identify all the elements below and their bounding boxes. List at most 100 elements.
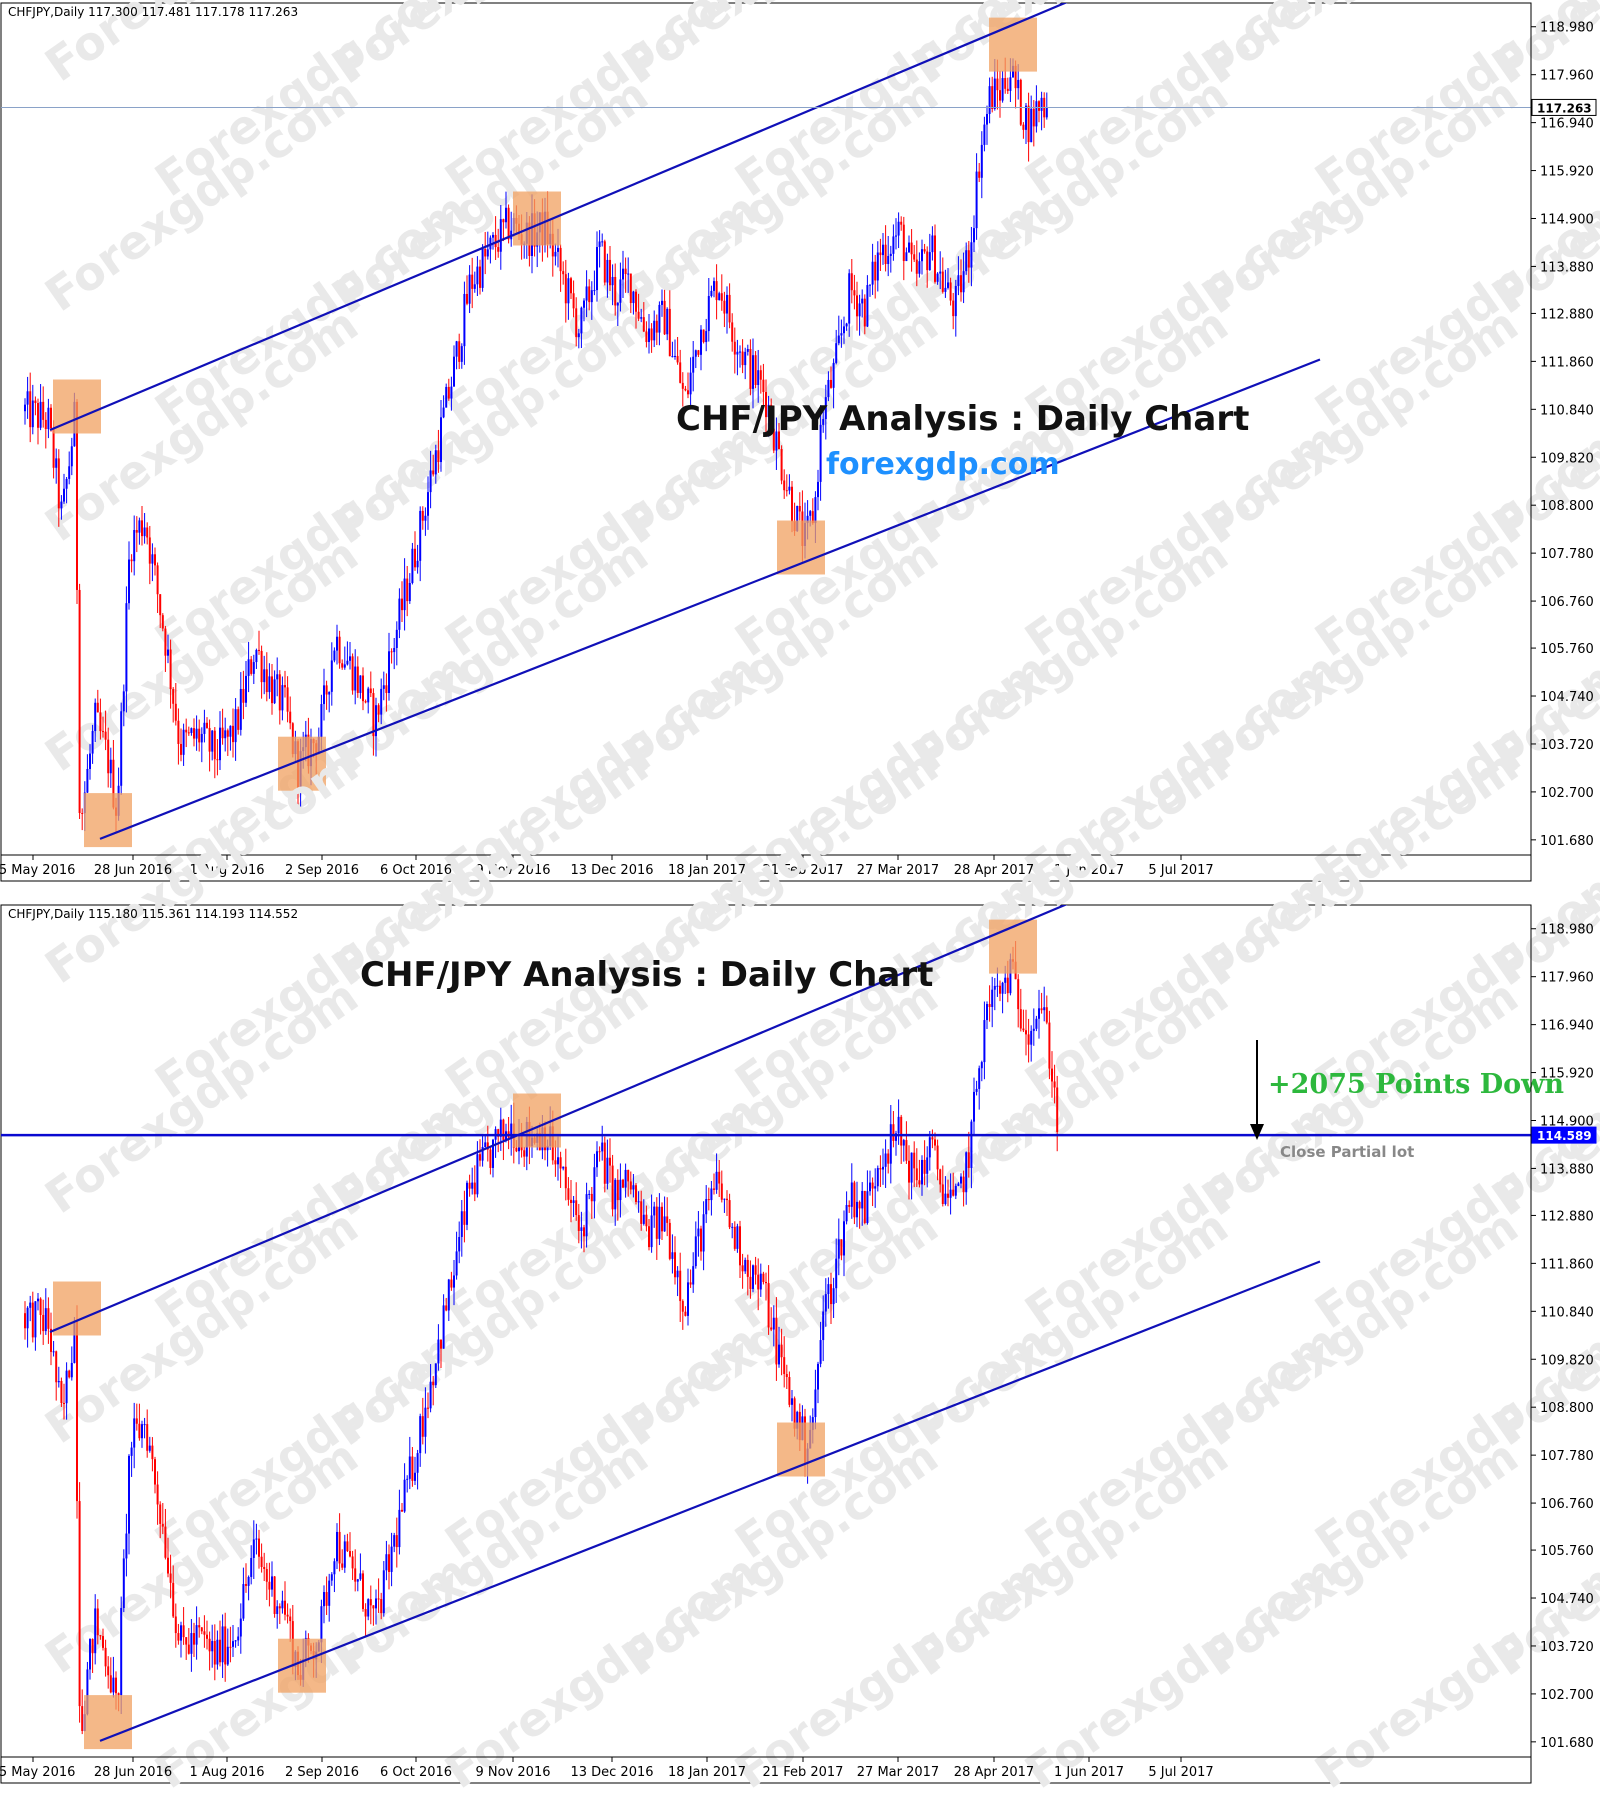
candle-body [156,565,159,595]
candle-body [723,300,726,314]
candle-body [328,1580,331,1606]
candle-body [320,704,323,737]
candle-body [182,1625,185,1638]
candle-body [250,1557,253,1577]
x-tick-label: 9 Nov 2016 [476,863,551,878]
candle-body [411,548,414,583]
candle-body [1040,97,1043,111]
candle-body [702,329,705,343]
candle-body [754,355,757,386]
candle-body [583,300,585,308]
candle-body [611,276,614,286]
candle-body [1017,979,1020,1010]
candle-body [343,664,346,668]
candle-body [619,1179,622,1201]
candle-body [905,1140,908,1161]
candle-body [796,505,799,532]
candle-body [575,1200,578,1216]
candle-body [31,400,34,428]
candle-body [437,1339,440,1364]
candle-body [336,1531,338,1562]
candle-body [603,241,606,283]
x-tick-label: 1 Aug 2016 [189,863,264,878]
candle-body [648,328,650,343]
candle-body [213,730,216,760]
candle-body [255,1538,258,1540]
candle-body [99,1635,102,1637]
candle-body [356,1579,359,1582]
candle-body [52,1351,55,1353]
candle-body [174,1616,177,1634]
candle-body [128,559,130,604]
candle-body [684,388,687,391]
candle-body [637,311,640,319]
candle-body [289,711,292,724]
candle-body [915,1168,918,1181]
candle-body [702,1214,705,1252]
bottom-y-axis: 118.980 117.960 116.940 115.920 114.900 113.8… [1530,905,1597,1783]
candle-body [874,261,877,281]
candle-body [869,284,871,286]
candle-body [726,1198,728,1201]
highlight-box [84,793,132,848]
candle-body [684,1311,687,1316]
candle-body [819,1340,822,1364]
candle-body [835,1258,838,1289]
candle-body [850,273,853,291]
candle-body [185,1637,188,1645]
candle-body [609,1157,611,1166]
candle-body [242,1584,245,1619]
candle-body [419,510,422,561]
candle-body [892,236,895,254]
candle-body [765,391,767,418]
candle-body [824,1294,827,1312]
candle-body [770,1327,773,1330]
candle-body [676,355,679,363]
candle-body [679,362,682,383]
candle-body [840,333,843,336]
candle-body [81,1706,84,1731]
candle-body [167,649,169,656]
candle-body [1022,124,1025,130]
candle-body [271,676,273,704]
x-tick-label: 2 Sep 2016 [285,863,359,878]
top-x-axis: 25 May 2016 28 Jun 2016 1 Aug 2016 2 Sep 20… [0,854,1531,878]
candle-body [479,1154,481,1161]
candle-body [876,1168,879,1187]
y-tick-label: 108.800 [1540,499,1594,514]
candle-body [369,1599,372,1606]
candle-body [453,1275,455,1288]
y-tick-label: 110.840 [1540,403,1594,418]
candle-body [817,1363,819,1390]
candle-body [289,1616,292,1622]
candle-body [905,252,908,262]
candle-body [151,1445,154,1460]
candle-body [850,1182,853,1207]
candle-body [983,1020,986,1063]
channel-upper-line [49,3,1068,432]
candle-body [424,1407,427,1437]
x-tick-label: 2 Sep 2016 [285,1765,359,1780]
top-chart-title: CHF/JPY Analysis : Daily Chart [676,399,1249,439]
candle-body [359,1573,362,1580]
x-tick-label: 9 Nov 2016 [476,1765,551,1780]
candle-body [848,273,851,324]
candle-body [588,1193,591,1195]
candle-body [390,651,393,653]
candle-body [991,86,994,110]
candle-body [1027,105,1030,143]
candle-body [497,1129,500,1137]
candle-body [575,308,578,338]
candle-body [705,331,708,343]
candle-body [44,419,47,430]
candle-body [944,287,947,292]
y-tick-label: 112.880 [1540,307,1594,322]
candle-body [42,1314,45,1332]
candle-body [122,691,125,712]
candle-body [112,1677,115,1693]
candle-body [460,1211,463,1237]
candle-body [29,391,32,428]
highlight-box [777,520,825,575]
candle-body [915,259,918,274]
candle-body [1022,1028,1025,1031]
